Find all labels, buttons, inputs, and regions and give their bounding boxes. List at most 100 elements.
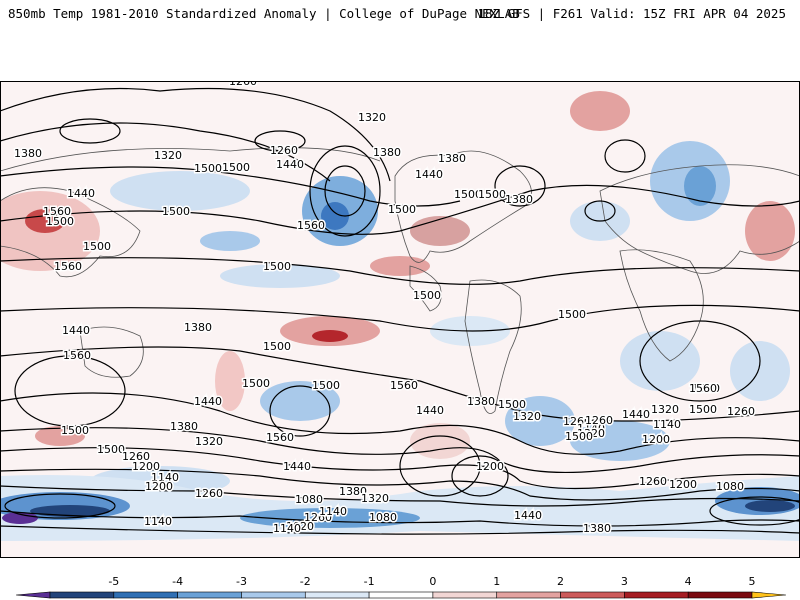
contour-label: 1320 [577,427,605,440]
height-contours [0,87,800,535]
colorbar-tick-label: -4 [172,575,183,588]
colorbar-tick-label: -2 [300,575,311,588]
colorbar-cell [432,591,498,599]
world-anomaly-map: 1320126013801320150014401320126015001560… [0,81,800,558]
contour-label: 1560 [266,431,294,444]
contour-label: 1380 [184,321,212,334]
contour-label: 1500 [83,240,111,253]
colorbar-tick-label: 0 [429,575,436,588]
contour-label: 1260 [639,475,667,488]
contour-label: 1080 [369,511,397,524]
colorbar-cell [496,591,561,599]
contour-labels: 1320126013801320150014401320126015001560… [13,81,757,537]
contour-label: 1440 [416,404,444,417]
contour-label: 1260 [727,405,755,418]
contour-label: 1200 [145,480,173,493]
contour-label: 1500 [689,403,717,416]
contour-label: 1440 [514,509,542,522]
contour-label: 1500 [194,162,222,175]
colorbar-cells [15,591,787,599]
contour-label: 1440 [194,395,222,408]
colorbar-cell [177,591,242,599]
contour-label: 1320 [195,435,223,448]
anomaly-colorbar: -5 -4 -3 -2 -1 0 1 2 3 4 5 [15,575,787,599]
contour-label: 1500 [97,443,125,456]
contour-label: 1260 [304,511,332,524]
contour-label: 1080 [716,480,744,493]
contour-label: 1260 [563,415,591,428]
colorbar-cell [113,591,178,599]
colorbar-tick-label: -3 [236,575,247,588]
colorbar-cell [687,591,753,599]
contour-label: 1500 [263,340,291,353]
contour-label: 1500 [162,205,190,218]
colorbar-cell [368,591,434,599]
contour-label: 1440 [283,460,311,473]
contour-label: 1560 [692,382,720,395]
contour-label: 1140 [273,522,301,535]
contour-label: 1380 [170,420,198,433]
colorbar-tick-label: 1 [493,575,500,588]
contour-label: 1200 [669,478,697,491]
colorbar-tick-label: -1 [364,575,375,588]
contour-label: 1500 [558,308,586,321]
contour-label: 1560 [689,382,717,395]
contour-label: 1200 [642,433,670,446]
colorbar-tick-label: -5 [108,575,119,588]
colorbar-tick-label: 5 [749,575,756,588]
colorbar-max-triangle [751,591,787,599]
colorbar-tick-labels: -5 -4 -3 -2 -1 0 1 2 3 4 5 [108,575,755,588]
colorbar-cell [304,591,370,599]
contour-label: 1200 [476,460,504,473]
contour-label: 1500 [498,398,526,411]
contour-label: 1500 [263,260,291,273]
colorbar-tick-label: 3 [621,575,628,588]
contour-label: 1140 [653,418,681,431]
contour-label: 1500 [312,379,340,392]
contour-label: 1560 [297,219,325,232]
contour-label: 1320 [651,403,679,416]
colorbar-cell [241,591,306,599]
contour-label: 1140 [144,515,172,528]
colorbar-cell [560,591,625,599]
contour-label: 1500 [478,188,506,201]
contour-label: 1380 [505,193,533,206]
contour-label: 1500 [242,377,270,390]
contour-label: 1200 [132,460,160,473]
contour-label: 1500 [413,289,441,302]
contour-label: 1500 [388,203,416,216]
contour-label: 1260 [229,81,257,88]
contour-label: 1380 [438,152,466,165]
contour-label: 1080 [295,493,323,506]
contour-label: 1320 [154,149,182,162]
contour-label: 1020 [286,520,314,533]
colorbar-cell [624,591,689,599]
contour-label: 1260 [585,414,613,427]
colorbar-min-triangle [15,591,51,599]
contour-label: 1500 [46,215,74,228]
contour-label: 1320 [361,492,389,505]
contour-label: 1560 [43,205,71,218]
contour-label: 1320 [513,410,541,423]
contour-label: 1440 [622,408,650,421]
model-run-info: 18Z GFS | F261 Valid: 15Z FRI APR 04 202… [477,6,786,21]
contour-label: 1560 [63,349,91,362]
contour-label: 1380 [339,485,367,498]
contour-label: 1500 [565,430,593,443]
contour-label: 1140 [151,471,179,484]
contour-label: 1500 [454,188,482,201]
contour-label: 1260 [195,487,223,500]
contour-label: 1320 [358,111,386,124]
contour-label: 1380 [583,522,611,535]
contour-label: 1440 [62,324,90,337]
contour-label: 1140 [577,422,605,435]
contour-label: 1140 [319,505,347,518]
contour-label: 1440 [415,168,443,181]
contour-label: 1560 [390,379,418,392]
contour-label: 1500 [61,424,89,437]
contour-label: 1380 [373,146,401,159]
continent-outlines [0,147,800,414]
contour-label: 1440 [276,158,304,171]
contour-label: 1380 [14,147,42,160]
map-title: 850mb Temp 1981-2010 Standardized Anomal… [8,6,520,21]
